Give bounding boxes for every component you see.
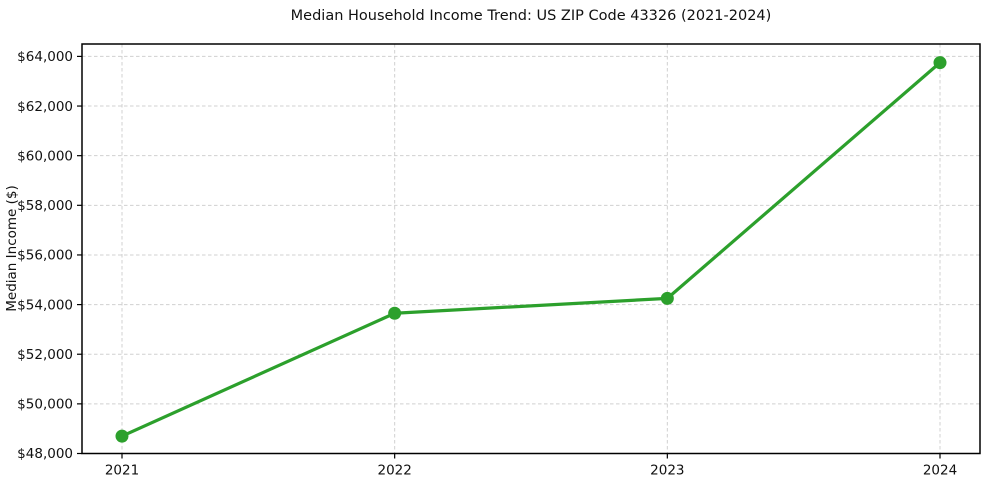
y-tick-label: $48,000 bbox=[17, 446, 73, 462]
x-tick-label: 2022 bbox=[377, 463, 411, 479]
chart-title: Median Household Income Trend: US ZIP Co… bbox=[291, 8, 772, 24]
grid-layer bbox=[82, 44, 980, 454]
x-tick-label: 2021 bbox=[105, 463, 139, 479]
y-axis-label: Median Income ($) bbox=[4, 185, 20, 311]
data-point bbox=[115, 429, 129, 443]
y-tick-label: $50,000 bbox=[17, 397, 73, 413]
series-layer bbox=[115, 56, 947, 443]
data-point bbox=[660, 291, 674, 305]
y-tick-label: $64,000 bbox=[17, 49, 73, 65]
y-tick-label: $60,000 bbox=[17, 148, 73, 164]
x-tick-label: 2024 bbox=[923, 463, 957, 479]
y-tick-label: $54,000 bbox=[17, 297, 73, 313]
y-tick-label: $58,000 bbox=[17, 198, 73, 214]
data-point bbox=[388, 306, 402, 320]
plot-border bbox=[81, 43, 981, 455]
data-line bbox=[120, 61, 942, 438]
data-point bbox=[933, 56, 947, 70]
y-tick-label: $56,000 bbox=[17, 248, 73, 264]
y-tick-label: $52,000 bbox=[17, 347, 73, 363]
y-tick-label: $62,000 bbox=[17, 99, 73, 115]
axis-layer: $48,000 $50,000 $52,000 $54,000 $56,000 $58,0… bbox=[17, 43, 981, 479]
x-tick-label: 2023 bbox=[650, 463, 684, 479]
